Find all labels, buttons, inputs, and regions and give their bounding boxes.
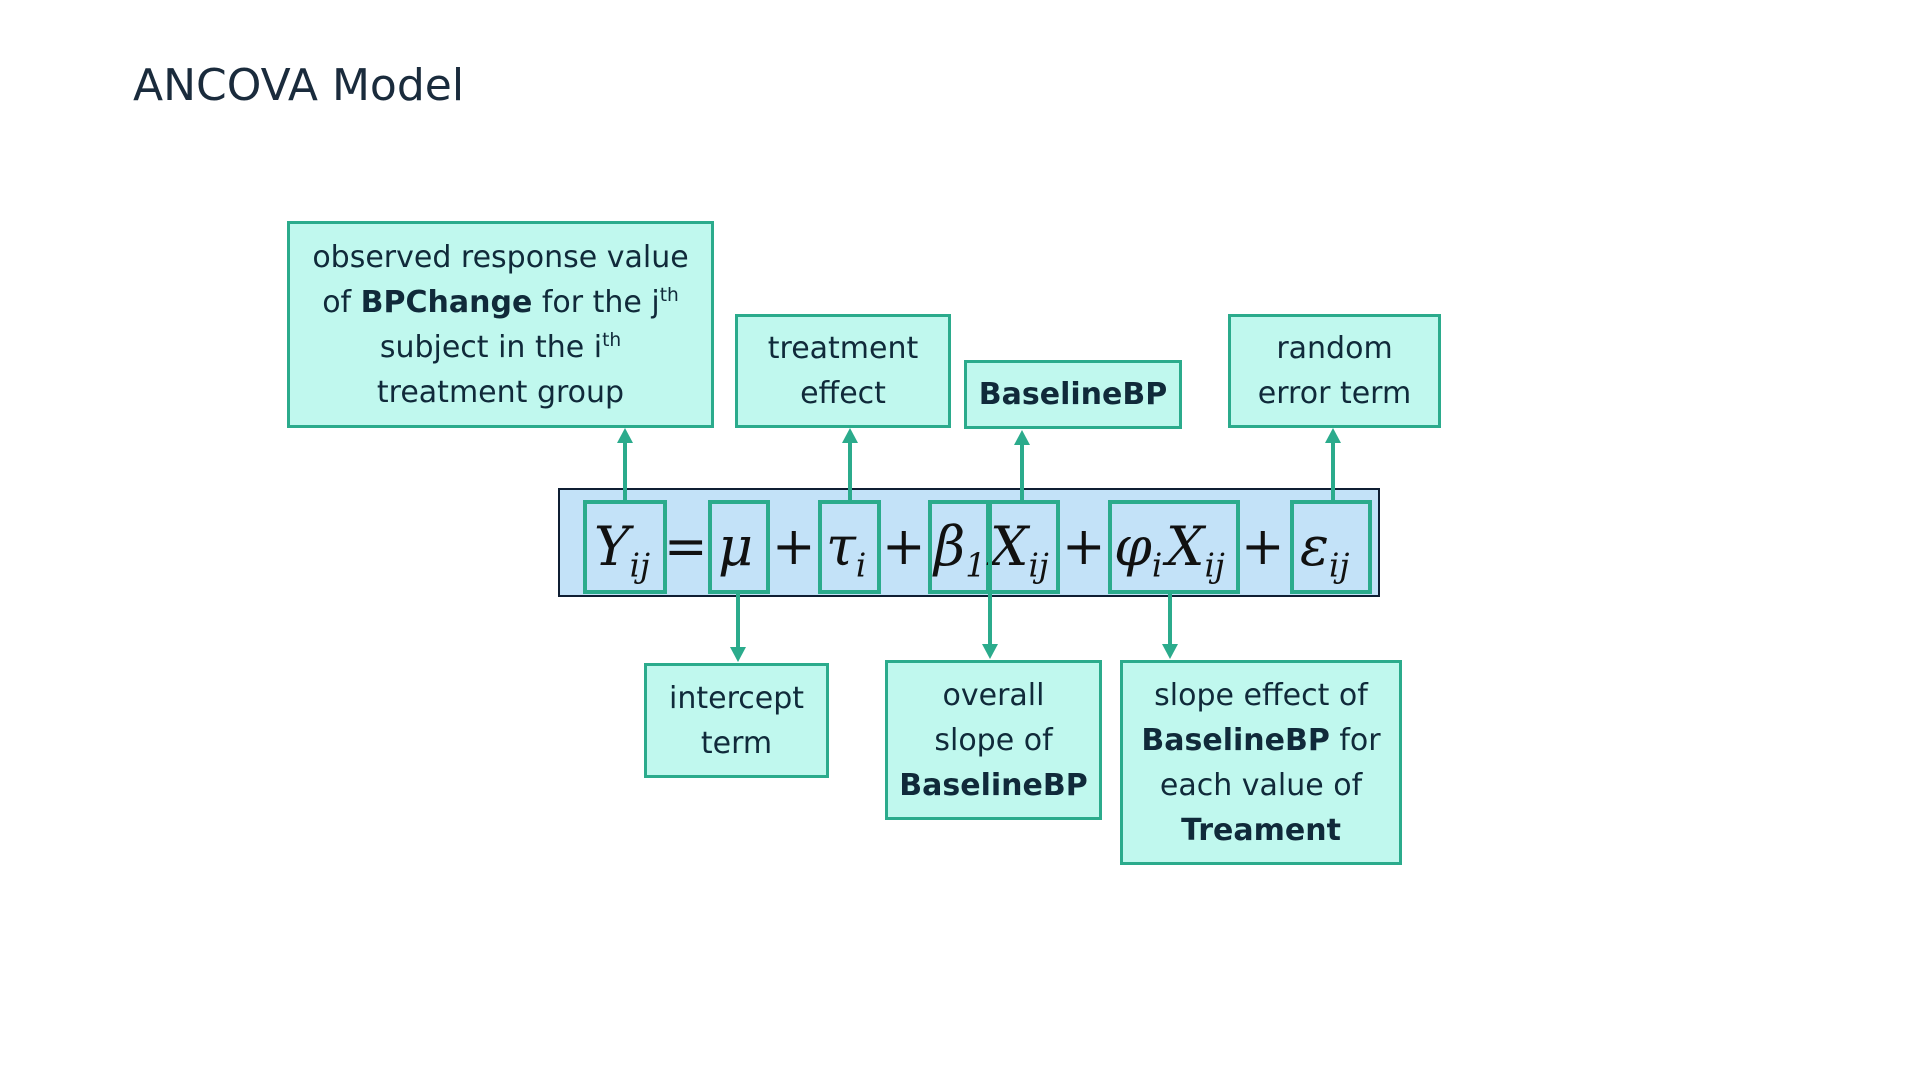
slide-title: ANCOVA Model (133, 60, 465, 111)
phi-symbol: φi (1114, 515, 1163, 585)
baseline-term: BaselineBP (978, 377, 1168, 412)
response-line-1: observed response value (312, 239, 689, 275)
response-line-3: subject in the ith (379, 329, 622, 365)
treatment-effect-box: treatment effect (735, 314, 951, 428)
slope-line-3: BaselineBP (899, 767, 1088, 803)
mu-symbol: μ (718, 515, 754, 578)
plus-sign-4: + (1241, 517, 1285, 577)
response-line-2: of BPChange for the jth (322, 284, 679, 320)
arrow-eps-head (1325, 428, 1341, 443)
arrow-tau-head (842, 428, 858, 443)
intercept-line-2: term (700, 725, 773, 761)
slope-line-1: overall (942, 677, 1045, 713)
beta-symbol: β1 (934, 515, 986, 585)
x-symbol: Xij (990, 515, 1049, 585)
mu-term-box (708, 500, 770, 594)
overall-slope-box: overall slope of BaselineBP (885, 660, 1102, 820)
error-line-2: error term (1257, 376, 1412, 411)
response-label-box: observed response value of BPChange for … (287, 221, 714, 428)
slope-effect-box: slope effect of BaselineBP for each valu… (1120, 660, 1402, 865)
error-line-1: random (1276, 331, 1393, 366)
arrow-beta-head (982, 644, 998, 659)
arrow-y-head (617, 428, 633, 443)
equation-bar (558, 488, 1380, 597)
tau-term-box (818, 500, 881, 594)
plus-sign-1: + (772, 517, 816, 577)
baseline-box: BaselineBP (964, 360, 1182, 429)
arrow-phi-head (1162, 644, 1178, 659)
intercept-line-1: intercept (669, 680, 804, 716)
arrow-mu-head (730, 647, 746, 662)
tau-symbol: τi (826, 515, 867, 585)
slope-effect-line-2: BaselineBP for (1141, 722, 1381, 758)
slope-effect-line-4: Treament (1181, 812, 1341, 848)
y-symbol: Yij (594, 515, 651, 585)
plus-sign-3: + (1062, 517, 1106, 577)
plus-sign-2: + (882, 517, 926, 577)
treatment-line-1: treatment (767, 331, 919, 366)
phi-x-term-box (1108, 500, 1240, 594)
arrow-x-head (1014, 430, 1030, 445)
error-term-box: random error term (1228, 314, 1441, 428)
slope-effect-line-3: each value of (1159, 767, 1363, 803)
slope-effect-line-1: slope effect of (1154, 677, 1368, 713)
equals-sign: = (664, 517, 708, 577)
y-term-box (583, 500, 667, 594)
eps-term-box (1290, 500, 1372, 594)
x-symbol-2: Xij (1166, 515, 1225, 585)
treatment-line-2: effect (800, 376, 886, 411)
intercept-term-box: intercept term (644, 663, 829, 778)
slope-line-2: slope of (934, 722, 1053, 758)
epsilon-symbol: εij (1300, 515, 1350, 585)
bpchange-term: BPChange (360, 284, 533, 320)
response-line-4: treatment group (376, 374, 625, 410)
